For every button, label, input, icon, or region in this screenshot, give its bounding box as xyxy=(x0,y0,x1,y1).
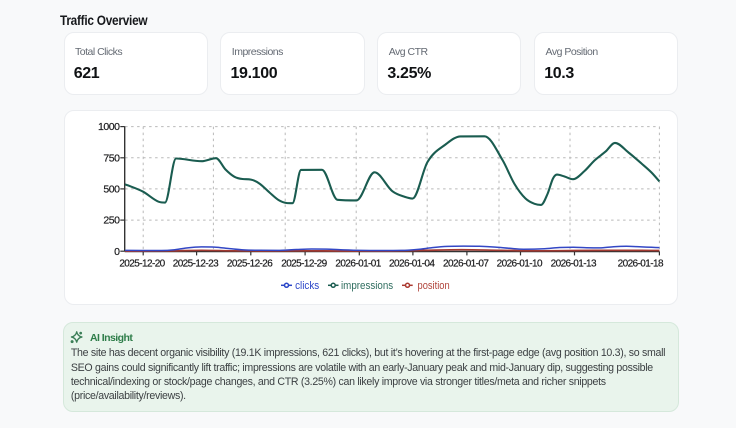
svg-text:impressions: impressions xyxy=(341,280,393,292)
svg-text:500: 500 xyxy=(103,184,120,196)
svg-text:2026-01-01: 2026-01-01 xyxy=(335,259,381,270)
svg-text:2025-12-26: 2025-12-26 xyxy=(226,259,272,270)
svg-text:750: 750 xyxy=(103,152,120,164)
svg-text:2026-01-04: 2026-01-04 xyxy=(389,259,435,270)
svg-text:2026-01-10: 2026-01-10 xyxy=(496,259,542,270)
svg-text:position: position xyxy=(417,280,449,292)
svg-text:0: 0 xyxy=(114,246,120,258)
svg-text:2026-01-13: 2026-01-13 xyxy=(550,259,596,270)
svg-text:250: 250 xyxy=(103,215,120,227)
svg-text:2025-12-20: 2025-12-20 xyxy=(119,259,165,270)
svg-text:1000: 1000 xyxy=(97,121,119,133)
svg-text:2026-01-18: 2026-01-18 xyxy=(617,259,663,270)
svg-text:2026-01-07: 2026-01-07 xyxy=(443,259,489,270)
svg-text:2025-12-29: 2025-12-29 xyxy=(281,259,327,270)
svg-text:clicks: clicks xyxy=(295,280,319,292)
svg-text:2025-12-23: 2025-12-23 xyxy=(172,259,218,270)
